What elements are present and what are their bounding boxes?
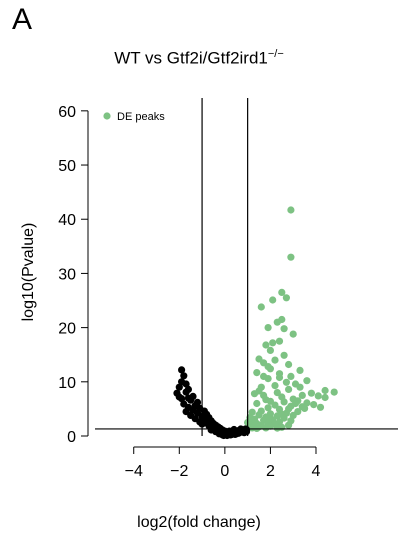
de-peak-point [266,397,274,405]
non-de-point [182,380,190,388]
de-peak-point [303,377,311,385]
y-tick-label: 0 [67,429,76,446]
de-peak-point [273,389,281,397]
de-peak-point [269,339,277,347]
de-peak-point [248,408,256,416]
de-peak-point [257,303,265,311]
de-peak-point [287,253,295,261]
de-peak-point [298,391,306,399]
x-tick-label: 2 [266,463,275,480]
x-axis-label: log2(fold change) [137,514,261,531]
chart-title: WT vs Gtf2i/Gtf2ird1−/− [0,48,398,69]
axes: 0 10 20 30 40 50 60 −4 −2 0 2 4 [58,104,320,480]
de-peak-point [330,388,338,396]
de-peak-point [255,387,263,395]
non-de-point [207,426,215,434]
de-peak-point [310,401,318,409]
de-peak-point [316,403,325,411]
de-peak-point [269,296,277,304]
non-de-point [215,430,223,438]
non-de-point [184,394,192,402]
de-peak-point [275,373,284,382]
de-peak-point [255,411,263,419]
de-peak-point [266,346,274,354]
de-peak-point [289,330,297,338]
de-peak-point [271,382,279,390]
de-peak-point [280,325,288,333]
de-peak-point [264,415,272,423]
x-tick-label: 4 [312,463,321,480]
non-de-point [175,393,183,401]
non-de-point [178,366,186,374]
threshold-lines [95,98,398,436]
de-peak-point [271,356,279,364]
de-peak-point [285,360,293,369]
de-peak-point [253,369,261,377]
chart-title-main: WT vs Gtf2i/Gtf2ird1 [114,48,268,68]
de-peak-point [287,372,295,380]
de-peak-point [280,398,288,406]
de-peak-point [280,351,288,359]
de-peak-point [301,404,309,412]
points-layer [173,206,338,440]
y-tick-label: 40 [58,212,76,229]
de-peak-point [289,411,297,419]
non-de-point [231,430,239,438]
de-peak-point [296,383,304,391]
de-peak-point [291,399,300,408]
non-de-point [242,428,251,436]
y-tick-label: 10 [58,375,76,392]
de-peak-point [275,337,284,345]
y-tick-label: 50 [58,158,76,175]
y-tick-label: 20 [58,321,76,338]
de-peak-point [282,294,290,302]
de-peak-point [314,392,322,400]
de-peak-point [307,389,315,397]
panel-label: A [12,3,33,36]
de-peak-point [273,318,281,326]
de-peak-point [278,410,286,418]
de-peak-point [262,341,270,349]
chart-title-superscript: −/− [267,48,284,60]
y-tick-label: 60 [58,104,76,121]
de-peak-point [253,399,261,408]
de-peak-point [285,405,293,413]
de-peak-point [264,324,272,332]
de-peak-point [321,386,329,395]
x-tick-label: −4 [125,463,143,480]
legend: DE peaks [103,111,165,123]
de-peak-point [321,393,329,402]
x-tick-label: −2 [170,463,188,480]
non-de-point [175,383,183,391]
non-de-point [182,388,190,396]
legend-label: DE peaks [117,111,165,123]
de-peak-point [262,424,270,432]
non-de-point [180,372,188,380]
y-tick-label: 30 [58,266,76,283]
x-tick-label: 0 [220,463,229,480]
de-peak-point [285,421,293,429]
de-peak-point [287,206,295,214]
de-peak-point [296,366,304,374]
de-peak-point [260,372,268,380]
de-peak-point [285,385,293,393]
legend-marker [103,112,111,120]
de-peak-point [264,404,272,412]
de-peak-point [282,378,290,386]
de-peak-point [278,288,286,296]
de-peak-point [260,391,268,399]
de-peak-point [264,363,272,371]
de-peak-point [273,424,281,432]
